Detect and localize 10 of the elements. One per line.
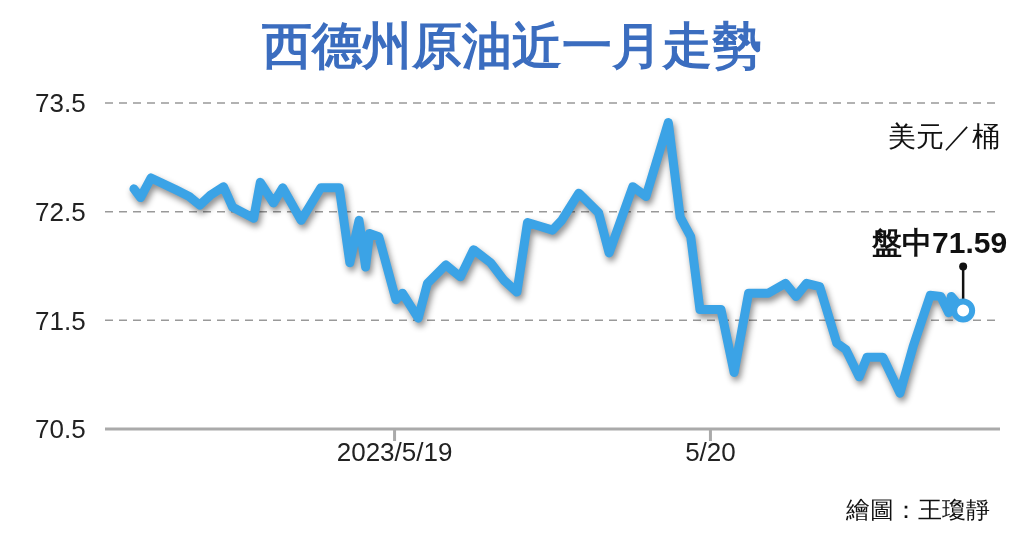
y-tick-label: 70.5 [35, 414, 86, 445]
chart-title: 西德州原油近一月走勢 [261, 17, 763, 76]
y-tick-label: 72.5 [35, 196, 86, 227]
y-tick-label: 73.5 [35, 88, 86, 119]
x-tick-label: 5/20 [685, 437, 736, 468]
x-tick-label: 2023/5/19 [336, 437, 453, 468]
text: 繪圖：王瓊靜 [846, 495, 990, 525]
y-axis-title: 美元／桶 [888, 120, 1000, 154]
annotation: 盤中71.59 [871, 225, 1008, 259]
y-tick-label: 71.5 [35, 305, 86, 336]
